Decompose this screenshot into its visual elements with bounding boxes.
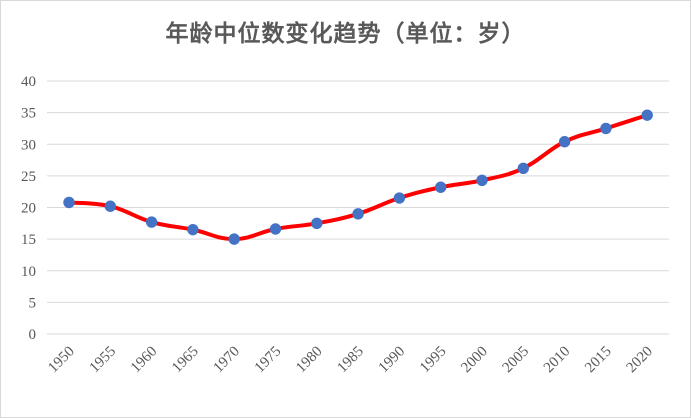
x-tick-label: 1970	[211, 344, 244, 377]
y-tick-label: 15	[21, 232, 36, 248]
data-point-1965	[187, 223, 199, 236]
y-tick-label: 5	[29, 295, 37, 311]
y-tick-label: 10	[21, 264, 36, 280]
y-tick-label: 40	[21, 74, 36, 90]
data-point-2010	[558, 136, 571, 148]
data-point-1990	[393, 192, 406, 204]
y-tick-label: 25	[21, 169, 36, 185]
x-tick-label: 1955	[87, 344, 120, 377]
data-point-2005	[517, 162, 529, 174]
y-axis-ticks: 0 5 10 15 20 25 30 35 40	[21, 74, 36, 343]
data-point-1960	[145, 216, 158, 228]
data-point-1980	[311, 217, 323, 230]
data-point-1970	[228, 233, 240, 245]
x-tick-label: 1965	[169, 344, 202, 377]
y-tick-label: 35	[21, 106, 36, 122]
y-tick-label: 0	[29, 327, 37, 343]
x-tick-label: 1990	[376, 344, 409, 377]
x-axis-ticks: 1950 1955 1960 1965 1970 1975 1980 1985 1990 1995…	[45, 344, 656, 377]
gridlines	[47, 80, 669, 335]
x-tick-label: 1985	[334, 344, 367, 377]
x-tick-label: 2015	[582, 344, 615, 377]
y-tick-label: 20	[21, 201, 36, 217]
x-tick-label: 2000	[458, 344, 491, 377]
x-tick-label: 1975	[252, 344, 285, 377]
data-point-1955	[104, 200, 117, 212]
data-point-1950	[63, 196, 75, 209]
data-point-1985	[352, 208, 364, 220]
data-point-2000	[476, 174, 488, 187]
data-point-2020	[641, 109, 653, 121]
x-tick-label: 2010	[541, 344, 574, 377]
data-point-1995	[435, 181, 447, 193]
data-point-2015	[600, 122, 612, 135]
data-points	[63, 109, 653, 245]
data-point-1975	[269, 223, 282, 235]
chart-title: 年龄中位数变化趋势（单位：岁）	[165, 20, 526, 47]
x-tick-label: 2020	[624, 344, 657, 377]
y-tick-label: 30	[21, 137, 36, 153]
x-tick-label: 1960	[128, 344, 161, 377]
x-tick-label: 1995	[417, 344, 450, 377]
x-tick-label: 1980	[293, 344, 326, 377]
x-tick-label: 1950	[45, 344, 78, 377]
x-tick-label: 2005	[500, 344, 533, 377]
